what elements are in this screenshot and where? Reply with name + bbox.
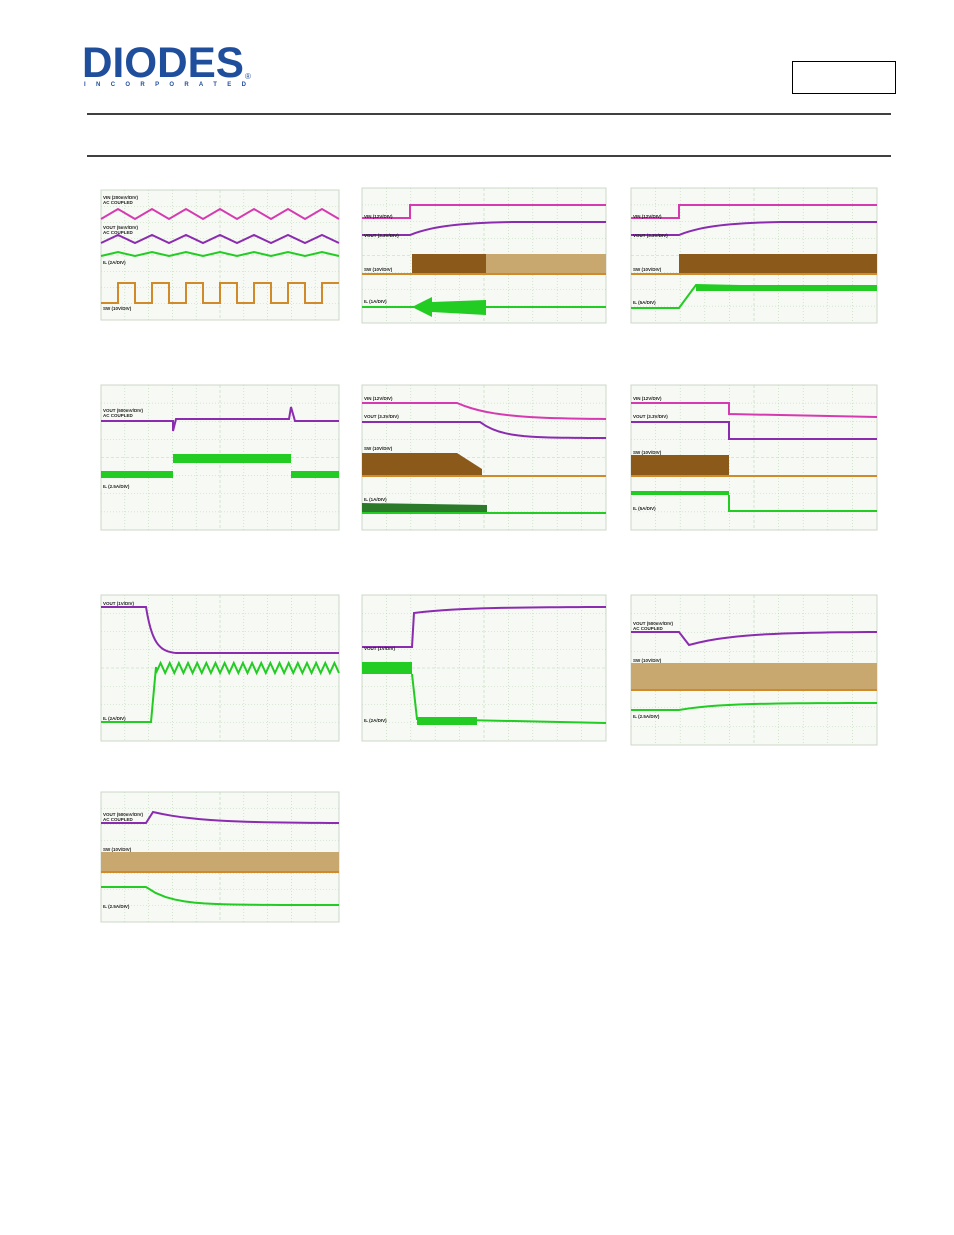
channel-label: VOUT (500mV/DIV) bbox=[103, 408, 144, 413]
trace bbox=[362, 221, 606, 236]
trace-band bbox=[362, 662, 412, 674]
channel-label: VIN (12V/DIV) bbox=[364, 214, 393, 219]
trace-band bbox=[412, 254, 486, 273]
trace bbox=[631, 402, 878, 418]
trace bbox=[362, 421, 607, 439]
channel-label: AC COUPLED bbox=[103, 817, 134, 822]
scope-capture: VIN (12V/DIV) VOUT (3.3V/DIV) SW (10V/DIV)… bbox=[361, 187, 607, 324]
trace bbox=[101, 282, 339, 304]
trace-band bbox=[101, 471, 173, 478]
channel-label: IL (2A/DIV) bbox=[364, 718, 387, 723]
channel-label: IL (5A/DIV) bbox=[633, 300, 656, 305]
trace bbox=[631, 421, 877, 440]
channel-label: VIN (200mV/DIV) bbox=[103, 195, 139, 200]
channel-label: IL (2.5A/DIV) bbox=[103, 904, 130, 909]
trace bbox=[631, 631, 878, 647]
trace bbox=[100, 207, 340, 221]
channel-label: SW (10V/DIV) bbox=[364, 267, 393, 272]
scope-capture: VIN (12V/DIV) VOUT (3.3V/DIV) SW (10V/DIV)… bbox=[630, 187, 878, 324]
trace-band bbox=[486, 254, 606, 273]
channel-label: IL (1A/DIV) bbox=[364, 497, 387, 502]
channel-label: AC COUPLED bbox=[103, 200, 134, 205]
channel-label: IL (1A/DIV) bbox=[364, 299, 387, 304]
trace-band bbox=[291, 471, 339, 478]
channel-label: VIN (12V/DIV) bbox=[364, 396, 393, 401]
trace-band bbox=[362, 503, 487, 514]
trace bbox=[362, 204, 606, 219]
channel-label: VOUT (500mV/DIV) bbox=[633, 621, 674, 626]
channel-label: VOUT (3.3V/DIV) bbox=[364, 233, 399, 238]
trace-band bbox=[679, 254, 877, 273]
trace bbox=[362, 606, 607, 648]
channel-label: IL (2A/DIV) bbox=[103, 260, 126, 265]
channel-label: SW (10V/DIV) bbox=[633, 658, 662, 663]
channel-label: VIN (12V/DIV) bbox=[633, 396, 662, 401]
channel-label: AC COUPLED bbox=[103, 413, 134, 418]
trace-band bbox=[417, 717, 477, 725]
trace-band bbox=[412, 297, 486, 317]
scope-capture: VOUT (500mV/DIV)AC COUPLED SW (10V/DIV) IL… bbox=[100, 791, 340, 923]
channel-label: VOUT (500mV/DIV) bbox=[103, 812, 144, 817]
trace bbox=[101, 810, 340, 824]
channel-label: SW (10V/DIV) bbox=[103, 847, 132, 852]
channel-label: VOUT (1V/DIV) bbox=[103, 601, 135, 606]
scope-capture: VIN (12V/DIV) VOUT (3.3V/DIV) SW (10V/DIV)… bbox=[361, 384, 607, 531]
trace bbox=[631, 204, 877, 219]
trace bbox=[101, 886, 340, 906]
channel-label: IL (5A/DIV) bbox=[633, 506, 656, 511]
channel-label: VOUT (5mV/DIV) bbox=[103, 225, 139, 230]
trace-band bbox=[696, 285, 877, 291]
trace-band bbox=[631, 663, 877, 690]
part-box bbox=[792, 61, 896, 94]
trace-band bbox=[631, 455, 729, 476]
channel-label: IL (2.5A/DIV) bbox=[103, 484, 130, 489]
registered-mark: ® bbox=[245, 72, 251, 81]
trace bbox=[631, 221, 877, 236]
trace bbox=[101, 606, 339, 654]
trace-band bbox=[362, 453, 482, 475]
scope-capture: VOUT (500mV/DIV)AC COUPLED SW (10V/DIV) IL… bbox=[630, 594, 878, 746]
channel-label: VOUT (1V/DIV) bbox=[364, 646, 396, 651]
scope-capture: VOUT (1V/DIV) IL (2A/DIV) bbox=[361, 594, 607, 742]
channel-label: AC COUPLED bbox=[633, 626, 664, 631]
channel-label: SW (10V/DIV) bbox=[633, 450, 662, 455]
channel-label: SW (10V/DIV) bbox=[364, 446, 393, 451]
trace bbox=[101, 660, 340, 723]
trace-band bbox=[173, 454, 291, 463]
trace bbox=[728, 495, 877, 512]
logo: DIODES bbox=[82, 39, 244, 87]
channel-label: VOUT (3.3V/DIV) bbox=[633, 233, 668, 238]
channel-label: IL (2.5A/DIV) bbox=[633, 714, 660, 719]
trace bbox=[100, 250, 340, 258]
channel-label: AC COUPLED bbox=[103, 230, 134, 235]
scope-capture: VOUT (1V/DIV) IL (2A/DIV) bbox=[100, 594, 340, 742]
trace bbox=[631, 702, 878, 711]
channel-label: VIN (12V/DIV) bbox=[633, 214, 662, 219]
trace bbox=[100, 233, 340, 245]
channel-label: SW (10V/DIV) bbox=[103, 306, 132, 311]
channel-label: IL (2A/DIV) bbox=[103, 716, 126, 721]
channel-label: SW (10V/DIV) bbox=[633, 267, 662, 272]
scope-capture: VIN (12V/DIV) VOUT (3.3V/DIV) SW (10V/DIV)… bbox=[630, 384, 878, 531]
trace bbox=[362, 402, 607, 420]
trace bbox=[101, 406, 339, 432]
channel-label: VOUT (3.3V/DIV) bbox=[633, 414, 668, 419]
scope-capture: VOUT (500mV/DIV)AC COUPLED IL (2.5A/DIV) bbox=[100, 384, 340, 531]
channel-label: VOUT (3.3V/DIV) bbox=[364, 414, 399, 419]
trace-band bbox=[631, 491, 729, 495]
trace-band bbox=[101, 852, 339, 872]
